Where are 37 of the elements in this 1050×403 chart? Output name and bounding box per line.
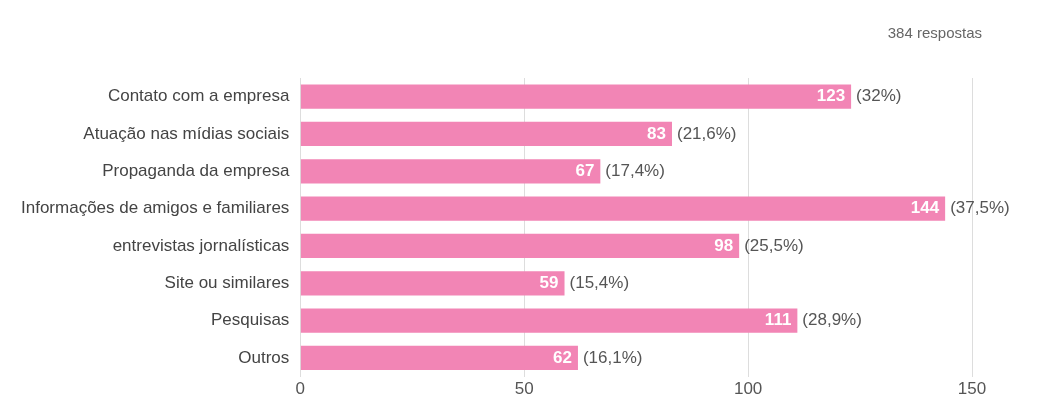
annotation: (28,9%) [802,310,862,330]
y-tick-label: Propaganda da empresa [102,161,290,180]
y-tick-label: entrevistas jornalísticas [112,235,290,255]
y-tick-label: Outros [238,347,290,367]
bar [300,345,578,371]
x-tick-label: 0 [295,379,306,399]
y-tick-label: Pesquisas [210,310,290,330]
bar [300,233,740,259]
annotation: (15,4%) [569,272,630,292]
bar [300,159,601,184]
y-tick-label: Site ou similares [164,272,290,292]
bar [300,121,672,147]
x-tick-label: 150 [957,379,987,399]
annotation: (32%) [856,86,902,106]
data-label: 111 [764,310,792,330]
annotation: (37,5%) [950,198,1010,218]
x-tick-label: 100 [733,379,763,399]
data-label: 59 [539,272,559,292]
text: 384 respostas [887,23,982,41]
y-tick-label: Atuação nas mídias sociais [83,123,290,143]
x-tick-label: 50 [514,379,534,399]
data-label: 98 [714,235,734,255]
data-label: 144 [910,198,940,218]
bar [300,308,798,333]
y-tick-label: Informações de amigos e familiares [21,198,290,218]
annotation: (16,1%) [582,347,643,367]
annotation: (17,4%) [605,161,665,180]
annotation: (21,6%) [676,123,737,143]
data-label: 123 [816,86,846,106]
data-label: 62 [553,347,572,367]
bar [300,84,852,109]
data-label: 67 [575,161,595,180]
data-label: 83 [647,123,666,143]
y-tick-label: Contato com a empresa [107,86,290,106]
annotation: (25,5%) [744,235,804,255]
bar [300,271,565,296]
bar [300,196,946,221]
